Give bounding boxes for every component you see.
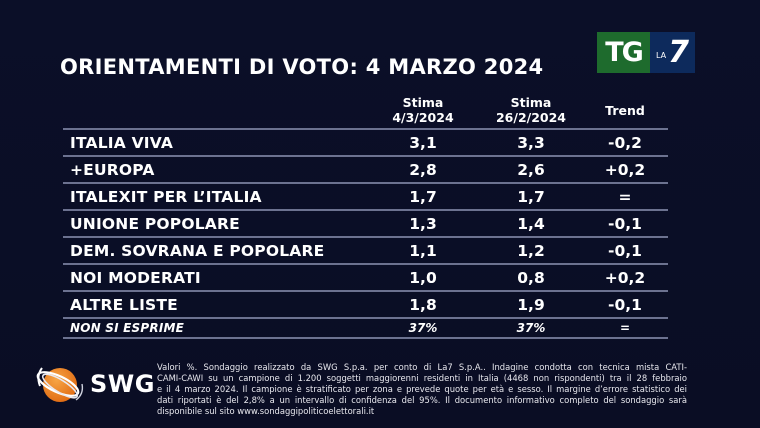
- table-row: ALTRE LISTE 1,8 1,9 -0,1: [63, 290, 668, 317]
- column-header-current: Stima 4/3/2024: [378, 95, 468, 125]
- party-name: UNIONE POPOLARE: [70, 214, 240, 233]
- methodology-line: e il 4 marzo 2024. Il campione è stratif…: [157, 384, 687, 394]
- current-value: 3,1: [409, 133, 437, 152]
- methodology-line: disponibile sul sito www.sondaggipolitic…: [157, 406, 375, 416]
- current-value: 1,8: [409, 295, 437, 314]
- current-value: 1,1: [409, 241, 437, 260]
- methodology-line: CAMI-CAWI su un campione di 1.200 sogget…: [157, 373, 687, 383]
- current-value: 2,8: [409, 160, 437, 179]
- methodology-line: Valori %. Sondaggio realizzato da SWG S.…: [157, 362, 687, 372]
- table-row: NOI MODERATI 1,0 0,8 +0,2: [63, 263, 668, 290]
- party-name: ALTRE LISTE: [70, 295, 178, 314]
- trend-value: =: [618, 187, 632, 206]
- methodology-line: dati riportati è del 2,8% a un intervall…: [157, 395, 687, 405]
- column-header-previous-line1: Stima: [510, 95, 552, 110]
- previous-value: 0,8: [517, 268, 545, 287]
- table-row: +EUROPA 2,8 2,6 +0,2: [63, 155, 668, 182]
- trend-value: -0,2: [608, 133, 642, 152]
- table-row: ITALEXIT PER L’ITALIA 1,7 1,7 =: [63, 182, 668, 209]
- trend-value: -0,1: [608, 214, 642, 233]
- swg-logo-text: SWG: [90, 370, 155, 398]
- swg-logo: SWG: [32, 360, 155, 410]
- previous-value: 1,7: [517, 187, 545, 206]
- table-row: DEM. SOVRANA E POPOLARE 1,1 1,2 -0,1: [63, 236, 668, 263]
- column-header-previous: Stima 26/2/2024: [478, 95, 584, 125]
- table-row: ITALIA VIVA 3,1 3,3 -0,2: [63, 128, 668, 155]
- previous-value: 2,6: [517, 160, 545, 179]
- column-header-trend-line1: Trend: [605, 103, 645, 118]
- column-header-trend: Trend: [585, 103, 665, 118]
- trend-value: -0,1: [608, 241, 642, 260]
- party-name: ITALEXIT PER L’ITALIA: [70, 187, 262, 206]
- current-value: 1,0: [409, 268, 437, 287]
- party-name: NON SI ESPRIME: [70, 321, 185, 335]
- column-header-previous-line2: 26/2/2024: [495, 110, 566, 125]
- previous-value: 1,4: [517, 214, 545, 233]
- la7-logo-block: LA 7: [650, 32, 695, 73]
- page-title: ORIENTAMENTI DI VOTO: 4 MARZO 2024: [60, 55, 544, 79]
- tg-la7-logo: TG LA 7: [597, 32, 695, 73]
- party-name: +EUROPA: [70, 160, 155, 179]
- poll-table: ITALIA VIVA 3,1 3,3 -0,2 +EUROPA 2,8 2,6…: [63, 128, 668, 339]
- column-header-current-line1: Stima: [402, 95, 444, 110]
- current-value: 1,7: [409, 187, 437, 206]
- table-row: UNIONE POPOLARE 1,3 1,4 -0,1: [63, 209, 668, 236]
- previous-value: 3,3: [517, 133, 545, 152]
- party-name: DEM. SOVRANA E POPOLARE: [70, 241, 325, 260]
- trend-value: -0,1: [608, 295, 642, 314]
- table-row-no-answer: NON SI ESPRIME 37% 37% =: [63, 317, 668, 339]
- previous-value: 1,9: [517, 295, 545, 314]
- party-name: NOI MODERATI: [70, 268, 201, 287]
- trend-value: +0,2: [604, 268, 646, 287]
- current-value: 37%: [408, 321, 438, 335]
- swg-globe-icon: [36, 367, 84, 402]
- previous-value: 37%: [516, 321, 546, 335]
- seven-logo-text: 7: [668, 34, 689, 70]
- la-logo-text: LA: [656, 51, 667, 60]
- trend-value: =: [619, 321, 631, 335]
- trend-value: +0,2: [604, 160, 646, 179]
- column-header-current-line2: 4/3/2024: [392, 110, 454, 125]
- previous-value: 1,2: [517, 241, 545, 260]
- current-value: 1,3: [409, 214, 437, 233]
- methodology-note: Valori %. Sondaggio realizzato da SWG S.…: [157, 362, 687, 417]
- party-name: ITALIA VIVA: [70, 133, 174, 152]
- tg-logo-text: TG: [597, 32, 650, 73]
